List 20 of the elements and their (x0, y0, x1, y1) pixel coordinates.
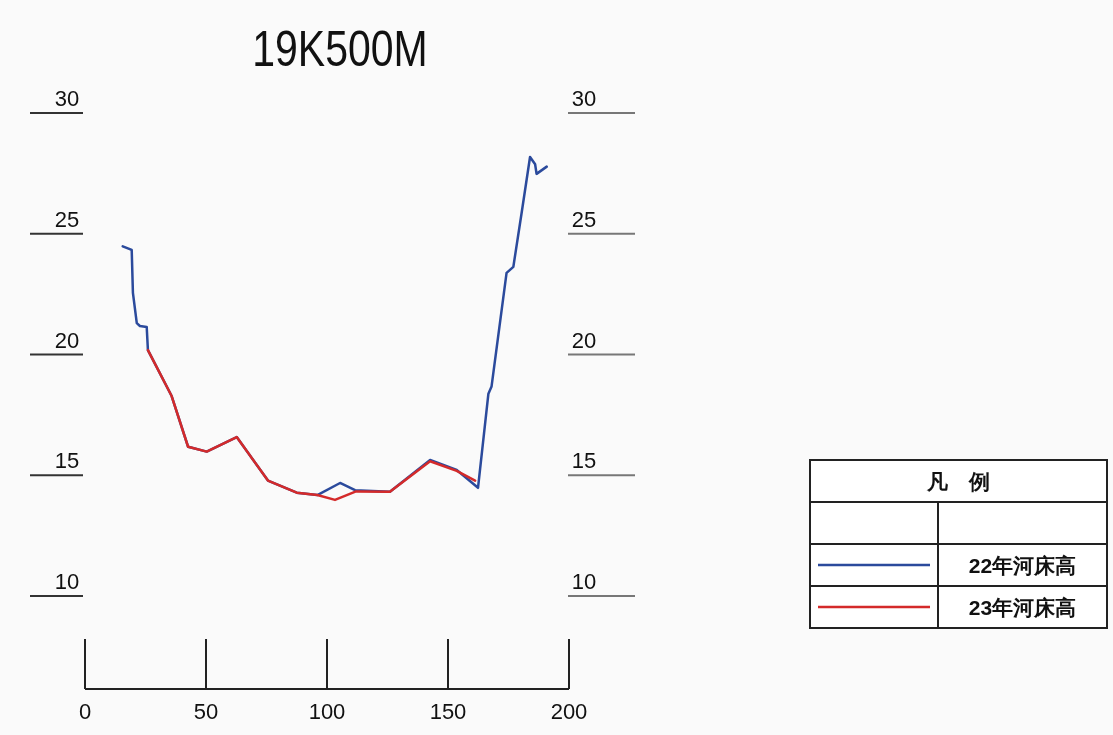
y-tick-label: 30 (54, 86, 80, 111)
y-tick-label: 15 (54, 448, 80, 474)
x-tick-label: 100 (308, 699, 346, 724)
x-tick-label: 200 (550, 699, 588, 724)
y-tick-label: 10 (54, 569, 80, 594)
chart-title: 19K500M (252, 21, 428, 77)
line-series (146, 348, 477, 502)
y2-tick-label: 25 (571, 206, 597, 232)
x-tick-label: 50 (193, 699, 219, 724)
y-tick-label: 20 (54, 327, 80, 353)
x-tick-label: 150 (429, 699, 467, 724)
text: 23年河床高 (968, 596, 1077, 619)
y2-tick-label: 10 (571, 569, 597, 594)
legend-title: 凡 例 (926, 470, 990, 493)
y-tick-label: 25 (54, 206, 80, 232)
text: 22年河床高 (968, 554, 1077, 577)
y2-tick-label: 30 (571, 86, 597, 111)
x-tick-label: 0 (78, 699, 92, 724)
y2-tick-label: 20 (571, 327, 597, 353)
y2-tick-label: 15 (571, 448, 597, 474)
